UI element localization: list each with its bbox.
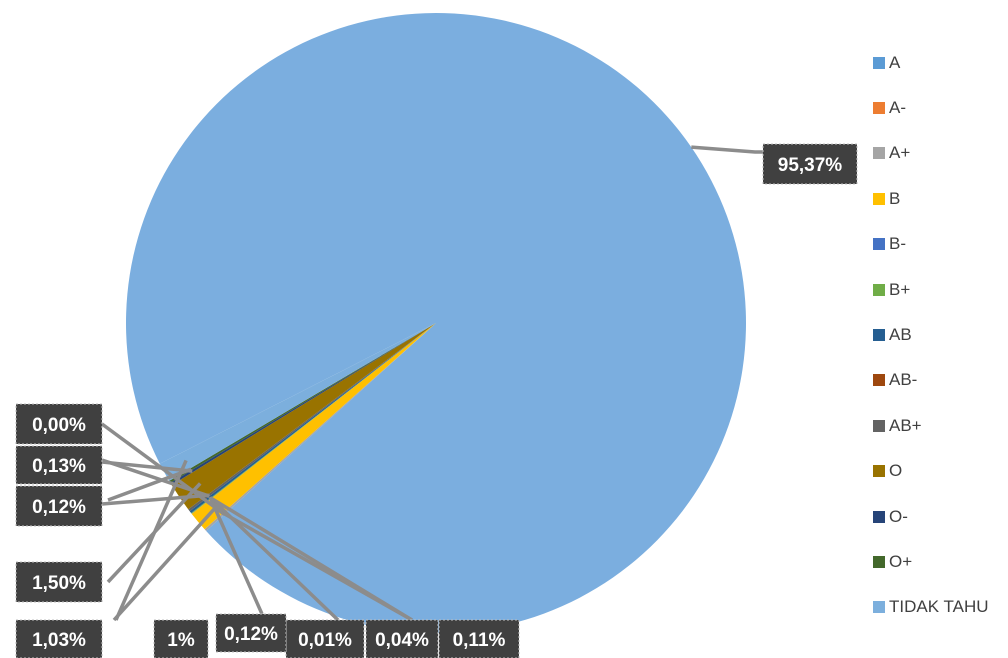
leader-line [101, 493, 209, 506]
legend-label: A+ [889, 143, 911, 163]
data-label: 0,01% [285, 619, 365, 658]
legend-item: AB- [873, 358, 1008, 403]
data-label: 0,12% [215, 613, 287, 653]
legend-item: O+ [873, 539, 1008, 584]
data-label: 0,11% [438, 619, 520, 658]
legend-label: AB+ [889, 415, 922, 435]
legend-item: A- [873, 85, 1008, 130]
legend-label: A- [889, 98, 906, 118]
data-label-text: 0,12% [224, 624, 278, 645]
legend-swatch [873, 283, 885, 296]
data-label-text: 0,01% [298, 630, 352, 651]
legend-item: A+ [873, 131, 1008, 176]
legend-item: AB+ [873, 403, 1008, 448]
legend-swatch [873, 374, 885, 387]
pie-slices [125, 12, 746, 633]
pie-slice-ab [189, 323, 436, 514]
leader-line [107, 467, 192, 502]
leader-line [691, 145, 763, 154]
leader-line [101, 458, 210, 498]
data-label-text: 0,11% [453, 630, 506, 651]
legend-swatch [873, 510, 885, 523]
legend-swatch [873, 419, 885, 432]
data-label-text: 1,50% [32, 573, 86, 594]
legend-swatch [873, 329, 885, 342]
data-label-text: 95,37% [778, 155, 843, 176]
data-label-text: 0,04% [375, 630, 429, 651]
legend-item: O- [873, 494, 1008, 539]
legend-label: B+ [889, 279, 911, 299]
legend-item: TIDAK TAHU [873, 585, 1008, 630]
legend-label: AB [889, 325, 912, 345]
legend-item: AB [873, 312, 1008, 357]
pie-slice-bneg [191, 323, 436, 514]
pie-slice-bpos [191, 323, 436, 514]
data-label-text: 1,03% [32, 630, 86, 651]
leader-line [101, 460, 193, 473]
pie-slice-abpos [188, 323, 436, 512]
legend-item: B- [873, 222, 1008, 267]
legend-label: O- [889, 506, 908, 526]
legend-item: O [873, 449, 1008, 494]
legend-label: O+ [889, 551, 913, 571]
leader-line [208, 496, 264, 615]
data-label: 95,37% [762, 143, 858, 185]
legend-swatch [873, 465, 885, 478]
data-label: 1% [153, 619, 209, 658]
legend-label: TIDAK TAHU [889, 597, 989, 617]
legend-item: B [873, 176, 1008, 221]
data-label: 0,00% [15, 403, 103, 445]
legend-label: B [889, 188, 901, 208]
leader-line [209, 496, 413, 622]
pie-slice-opos [169, 323, 436, 483]
pie-slice-a [125, 12, 746, 633]
legend-label: B- [889, 234, 906, 254]
pie-slice-o [171, 323, 437, 510]
legend-swatch [873, 555, 885, 568]
data-label: 0,13% [15, 445, 103, 485]
data-label: 0,04% [365, 619, 439, 658]
leader-line [114, 459, 188, 621]
leader-lines [100, 145, 763, 622]
legend-swatch [873, 102, 885, 115]
data-labels: 95,37% 0,00% 0,11% 1,03% 0,01% 0,04% 0,12% 0,12… [15, 143, 858, 658]
legend-label: A [889, 52, 901, 72]
leader-line [112, 504, 219, 622]
data-label-text: 0,00% [32, 415, 86, 436]
legend-swatch [873, 192, 885, 205]
legend-label: AB- [889, 370, 918, 390]
pie-slice-tidak-tahu [159, 323, 437, 481]
data-label: 1,50% [15, 561, 103, 603]
legend-swatch [873, 601, 885, 614]
legend: A A- A+ B B- B+ AB AB- AB+ O O- O+ TIDAK TAHU [873, 40, 1008, 630]
pie-slice-oneg [170, 323, 437, 486]
legend-item: B+ [873, 267, 1008, 312]
legend-swatch [873, 238, 885, 251]
legend-label: O [889, 461, 903, 481]
data-label-text: 0,13% [32, 456, 86, 477]
data-label-text: 0,12% [32, 497, 86, 518]
leader-line [209, 497, 340, 622]
legend-swatch [873, 147, 885, 160]
pie-slice-apos [204, 323, 436, 531]
pie-slice-b [191, 323, 436, 530]
data-label: 1,03% [15, 619, 103, 658]
legend-item: A [873, 40, 1008, 85]
legend-swatch [873, 56, 885, 69]
data-label-text: 1% [167, 630, 195, 651]
data-label: 0,12% [15, 485, 103, 527]
